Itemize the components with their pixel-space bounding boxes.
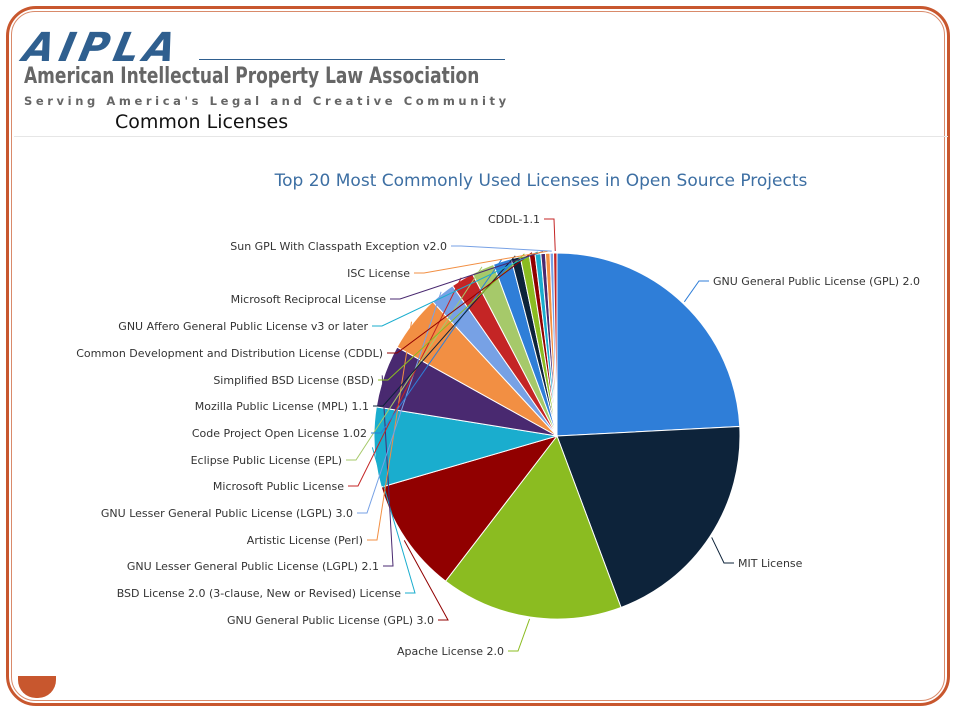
slice-label-microsoft-public-license: Microsoft Public License xyxy=(213,480,344,493)
chart-title: Top 20 Most Commonly Used Licenses in Op… xyxy=(274,171,808,191)
pie-slice-mit-license xyxy=(556,425,741,609)
connector-isc-license xyxy=(414,250,548,274)
pie-slice-gnu-general-public-license-gpl-3-0 xyxy=(380,435,559,582)
connector-artistic-license-perl xyxy=(367,321,413,541)
connector-cddl-1-1 xyxy=(544,218,556,252)
connector-gnu-lesser-general-public-license-lgpl-3-0 xyxy=(357,291,442,514)
header-divider xyxy=(14,136,948,137)
slice-label-common-development-and-distribution-license-cddl: Common Development and Distribution Lice… xyxy=(76,347,383,360)
slice-label-apache-license-2-0: Apache License 2.0 xyxy=(397,645,504,658)
corner-decoration xyxy=(18,676,56,698)
slice-label-isc-license: ISC License xyxy=(347,267,410,280)
slide-frame-inner xyxy=(11,11,945,701)
slice-label-code-project-open-license-1-02: Code Project Open License 1.02 xyxy=(192,427,367,440)
connector-mozilla-public-license-mpl-1-1 xyxy=(373,255,516,407)
slice-label-mit-license: MIT License xyxy=(738,557,803,570)
association-tagline: Serving America's Legal and Creative Com… xyxy=(24,94,510,108)
pie-slice-apache-license-2-0 xyxy=(444,434,622,620)
connector-simplified-bsd-license-bsd xyxy=(378,253,525,381)
connector-mit-license xyxy=(711,537,734,564)
connector-gnu-general-public-license-gpl-2-0 xyxy=(683,280,709,303)
connector-gnu-affero-general-public-license-v3-or-later xyxy=(372,251,538,327)
pie-slice-cddl-1-1 xyxy=(553,252,558,437)
slice-label-artistic-license-perl: Artistic License (Perl) xyxy=(247,534,363,547)
slice-label-gnu-general-public-license-gpl-2-0: GNU General Public License (GPL) 2.0 xyxy=(713,275,920,288)
slice-labels: GNU General Public License (GPL) 2.0 MIT … xyxy=(76,213,920,658)
slice-label-gnu-lesser-general-public-license-lgpl-3-0: GNU Lesser General Public License (LGPL)… xyxy=(101,507,353,520)
connector-apache-license-2-0 xyxy=(508,618,531,652)
slide-title: Common Licenses xyxy=(115,111,289,133)
slice-label-eclipse-public-license-epl: Eclipse Public License (EPL) xyxy=(191,454,342,467)
connector-microsoft-reciprocal-license xyxy=(390,251,544,300)
pie-slices xyxy=(373,252,741,620)
slice-label-simplified-bsd-license-bsd: Simplified BSD License (BSD) xyxy=(213,374,374,387)
connector-common-development-and-distribution-license-cddl xyxy=(387,252,533,354)
connector-microsoft-public-license xyxy=(348,277,462,487)
slice-label-sun-gpl-with-classpath-exception-v2-0: Sun GPL With Classpath Exception v2.0 xyxy=(230,240,447,253)
connector-bsd-license-2-0-3-clause-new-or-revised-license xyxy=(371,447,416,594)
slice-label-cddl-1-1: CDDL-1.1 xyxy=(488,213,540,226)
slice-label-gnu-lesser-general-public-license-lgpl-2-1: GNU Lesser General Public License (LGPL)… xyxy=(127,560,379,573)
slice-label-gnu-general-public-license-gpl-3-0: GNU General Public License (GPL) 3.0 xyxy=(227,614,434,627)
slice-label-microsoft-reciprocal-license: Microsoft Reciprocal License xyxy=(231,293,387,306)
connector-gnu-general-public-license-gpl-3-0 xyxy=(403,540,449,621)
pie-slice-gnu-general-public-license-gpl-2-0 xyxy=(556,252,741,437)
slice-label-bsd-license-2-0-3-clause-new-or-revised-license: BSD License 2.0 (3-clause, New or Revise… xyxy=(117,587,402,600)
slice-label-gnu-affero-general-public-license-v3-or-later: GNU Affero General Public License v3 or … xyxy=(118,320,368,333)
connector-gnu-lesser-general-public-license-lgpl-2-1 xyxy=(381,375,394,567)
connector-sun-gpl-with-classpath-exception-v2-0 xyxy=(451,245,552,252)
label-connectors xyxy=(346,218,734,652)
logo-rule xyxy=(199,59,505,60)
slice-label-mozilla-public-license-mpl-1-1: Mozilla Public License (MPL) 1.1 xyxy=(195,400,369,413)
association-name: American Intellectual Property Law Assoc… xyxy=(24,64,480,89)
slide-frame xyxy=(6,6,950,706)
